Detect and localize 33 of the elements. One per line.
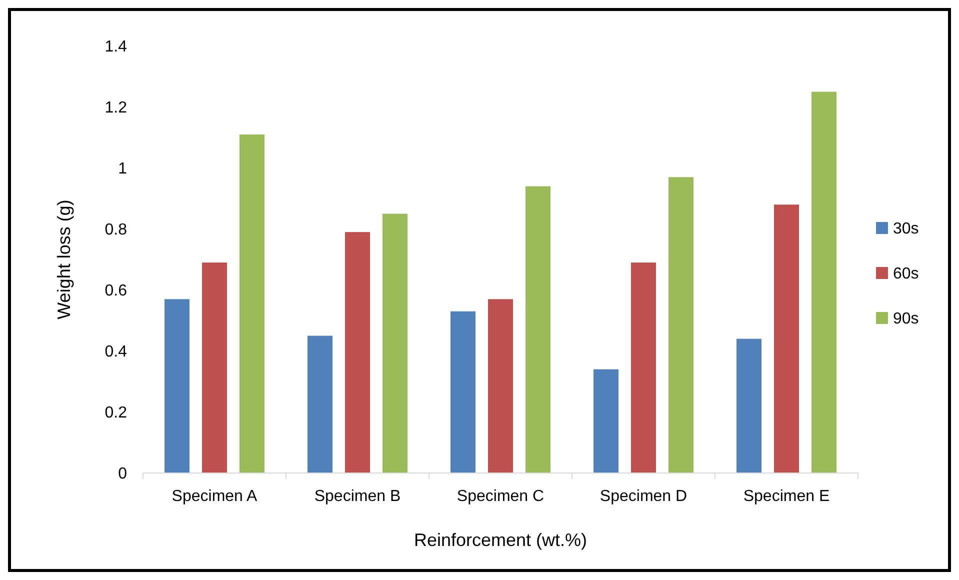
bar	[164, 299, 190, 473]
y-tick-label: 0	[118, 466, 128, 483]
legend-label: 30s	[893, 220, 919, 238]
y-tick-label: 1.2	[104, 100, 128, 117]
bar	[736, 338, 762, 473]
y-tick-label: 0.6	[104, 282, 128, 300]
y-tick-label: 1.4	[104, 38, 128, 56]
bar	[488, 299, 513, 473]
bar	[450, 311, 476, 473]
bar	[526, 186, 550, 473]
y-tick-label: 0.8	[104, 222, 128, 239]
bar	[308, 336, 332, 473]
bar	[240, 134, 264, 473]
y-axis-title: Weight loss (g)	[54, 200, 74, 320]
y-tick-label: 0.2	[104, 404, 128, 422]
y-tick-label: 0.4	[104, 344, 128, 361]
bar	[382, 214, 408, 473]
bar	[202, 262, 227, 473]
x-tick-label: Specimen E	[743, 488, 830, 505]
bar	[345, 232, 370, 473]
y-tick-label: 1	[118, 160, 128, 178]
bar	[594, 369, 618, 473]
bar	[774, 204, 799, 473]
legend-label: 60s	[893, 266, 919, 283]
legend-label: 90s	[893, 310, 919, 328]
x-tick-label: Specimen A	[172, 488, 258, 505]
x-tick-label: Specimen B	[314, 488, 401, 505]
x-tick-label: Specimen C	[456, 488, 544, 505]
x-tick-label: Specimen D	[600, 488, 688, 505]
x-axis-title: Reinforcement (wt.%)	[414, 530, 588, 550]
bar	[668, 177, 694, 473]
bar	[631, 262, 656, 473]
bar	[812, 92, 836, 473]
